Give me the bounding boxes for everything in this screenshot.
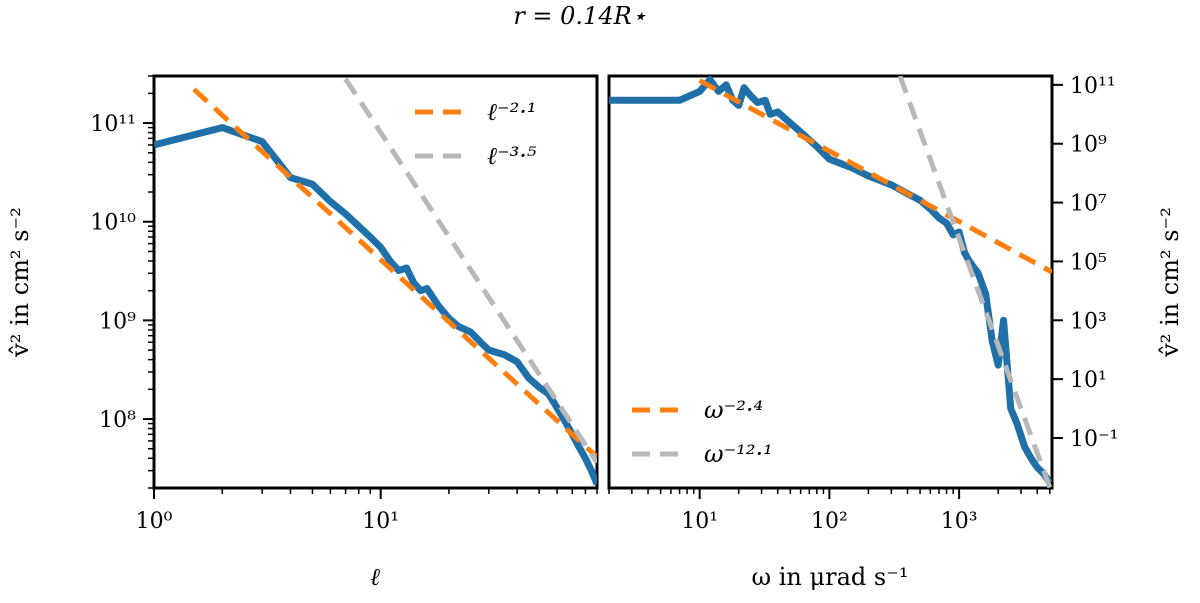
figure-title: r = 0.14R⋆ bbox=[513, 2, 646, 30]
left-y-tick-label: 10¹⁰ bbox=[90, 211, 136, 236]
right-panel: 10¹ 10² 10³ 10⁻¹ 10¹ 10³ 10⁵ 10⁷ 10⁹ 10¹¹ ω in μr… bbox=[607, 74, 1184, 591]
left-y-tick-label: 10⁸ bbox=[99, 408, 136, 433]
left-x-tick-label: 10¹ bbox=[362, 509, 399, 534]
right-x-tick-label: 10² bbox=[811, 509, 848, 534]
left-y-tick-label: 10¹¹ bbox=[90, 112, 136, 137]
right-plot-frame bbox=[607, 74, 1054, 490]
right-legend-label: ω⁻²·⁴ bbox=[704, 396, 763, 424]
right-y-tick-label: 10⁵ bbox=[1070, 250, 1107, 275]
right-y-axis-label: v̂² in cm² s⁻² bbox=[1156, 207, 1184, 358]
right-fit-line-2 bbox=[897, 76, 1052, 488]
left-legend-label: ℓ⁻²·¹ bbox=[487, 98, 537, 126]
left-plot-marks bbox=[154, 77, 597, 486]
right-y-tick-label: 10¹¹ bbox=[1070, 74, 1116, 99]
right-y-tick-label: 10⁻¹ bbox=[1070, 427, 1118, 452]
left-data-series-line bbox=[154, 124, 597, 486]
left-legend: ℓ⁻²·¹ ℓ⁻³·⁵ bbox=[415, 98, 537, 170]
left-x-axis-label: ℓ bbox=[370, 563, 380, 591]
left-y-axis-label: v̂² in cm² s⁻² bbox=[6, 207, 34, 358]
right-data-series-line bbox=[609, 76, 1052, 485]
right-legend-label: ω⁻¹²·¹ bbox=[704, 440, 773, 468]
right-y-tick-label: 10⁷ bbox=[1070, 192, 1107, 217]
right-y-tick-label: 10¹ bbox=[1070, 368, 1107, 393]
left-x-tick-label: 10⁰ bbox=[136, 509, 173, 534]
right-x-axis-label: ω in μrad s⁻¹ bbox=[752, 563, 909, 591]
left-fit-line-2 bbox=[343, 77, 597, 464]
right-y-tick-label: 10³ bbox=[1070, 309, 1107, 334]
left-y-tick-label: 10⁹ bbox=[99, 309, 136, 334]
right-plot-marks bbox=[609, 76, 1052, 488]
right-y-tick-label: 10⁹ bbox=[1070, 133, 1107, 158]
right-x-tick-label: 10³ bbox=[941, 509, 978, 534]
left-legend-label: ℓ⁻³·⁵ bbox=[487, 142, 537, 170]
right-legend: ω⁻²·⁴ ω⁻¹²·¹ bbox=[632, 396, 773, 468]
right-fit-line-1 bbox=[698, 78, 1052, 275]
left-plot-frame bbox=[152, 74, 599, 490]
left-ticks: 10⁰ 10¹ 10⁸ 10⁹ 10¹⁰ 10¹¹ bbox=[90, 75, 598, 534]
left-fit-line-1 bbox=[192, 87, 597, 459]
left-panel: 10⁰ 10¹ 10⁸ 10⁹ 10¹⁰ 10¹¹ ℓ v̂² in cm² s⁻² ℓ⁻… bbox=[6, 74, 599, 591]
right-ticks: 10¹ 10² 10³ 10⁻¹ 10¹ 10³ 10⁵ 10⁷ 10⁹ 10¹¹ bbox=[608, 74, 1118, 534]
right-x-tick-label: 10¹ bbox=[681, 509, 718, 534]
